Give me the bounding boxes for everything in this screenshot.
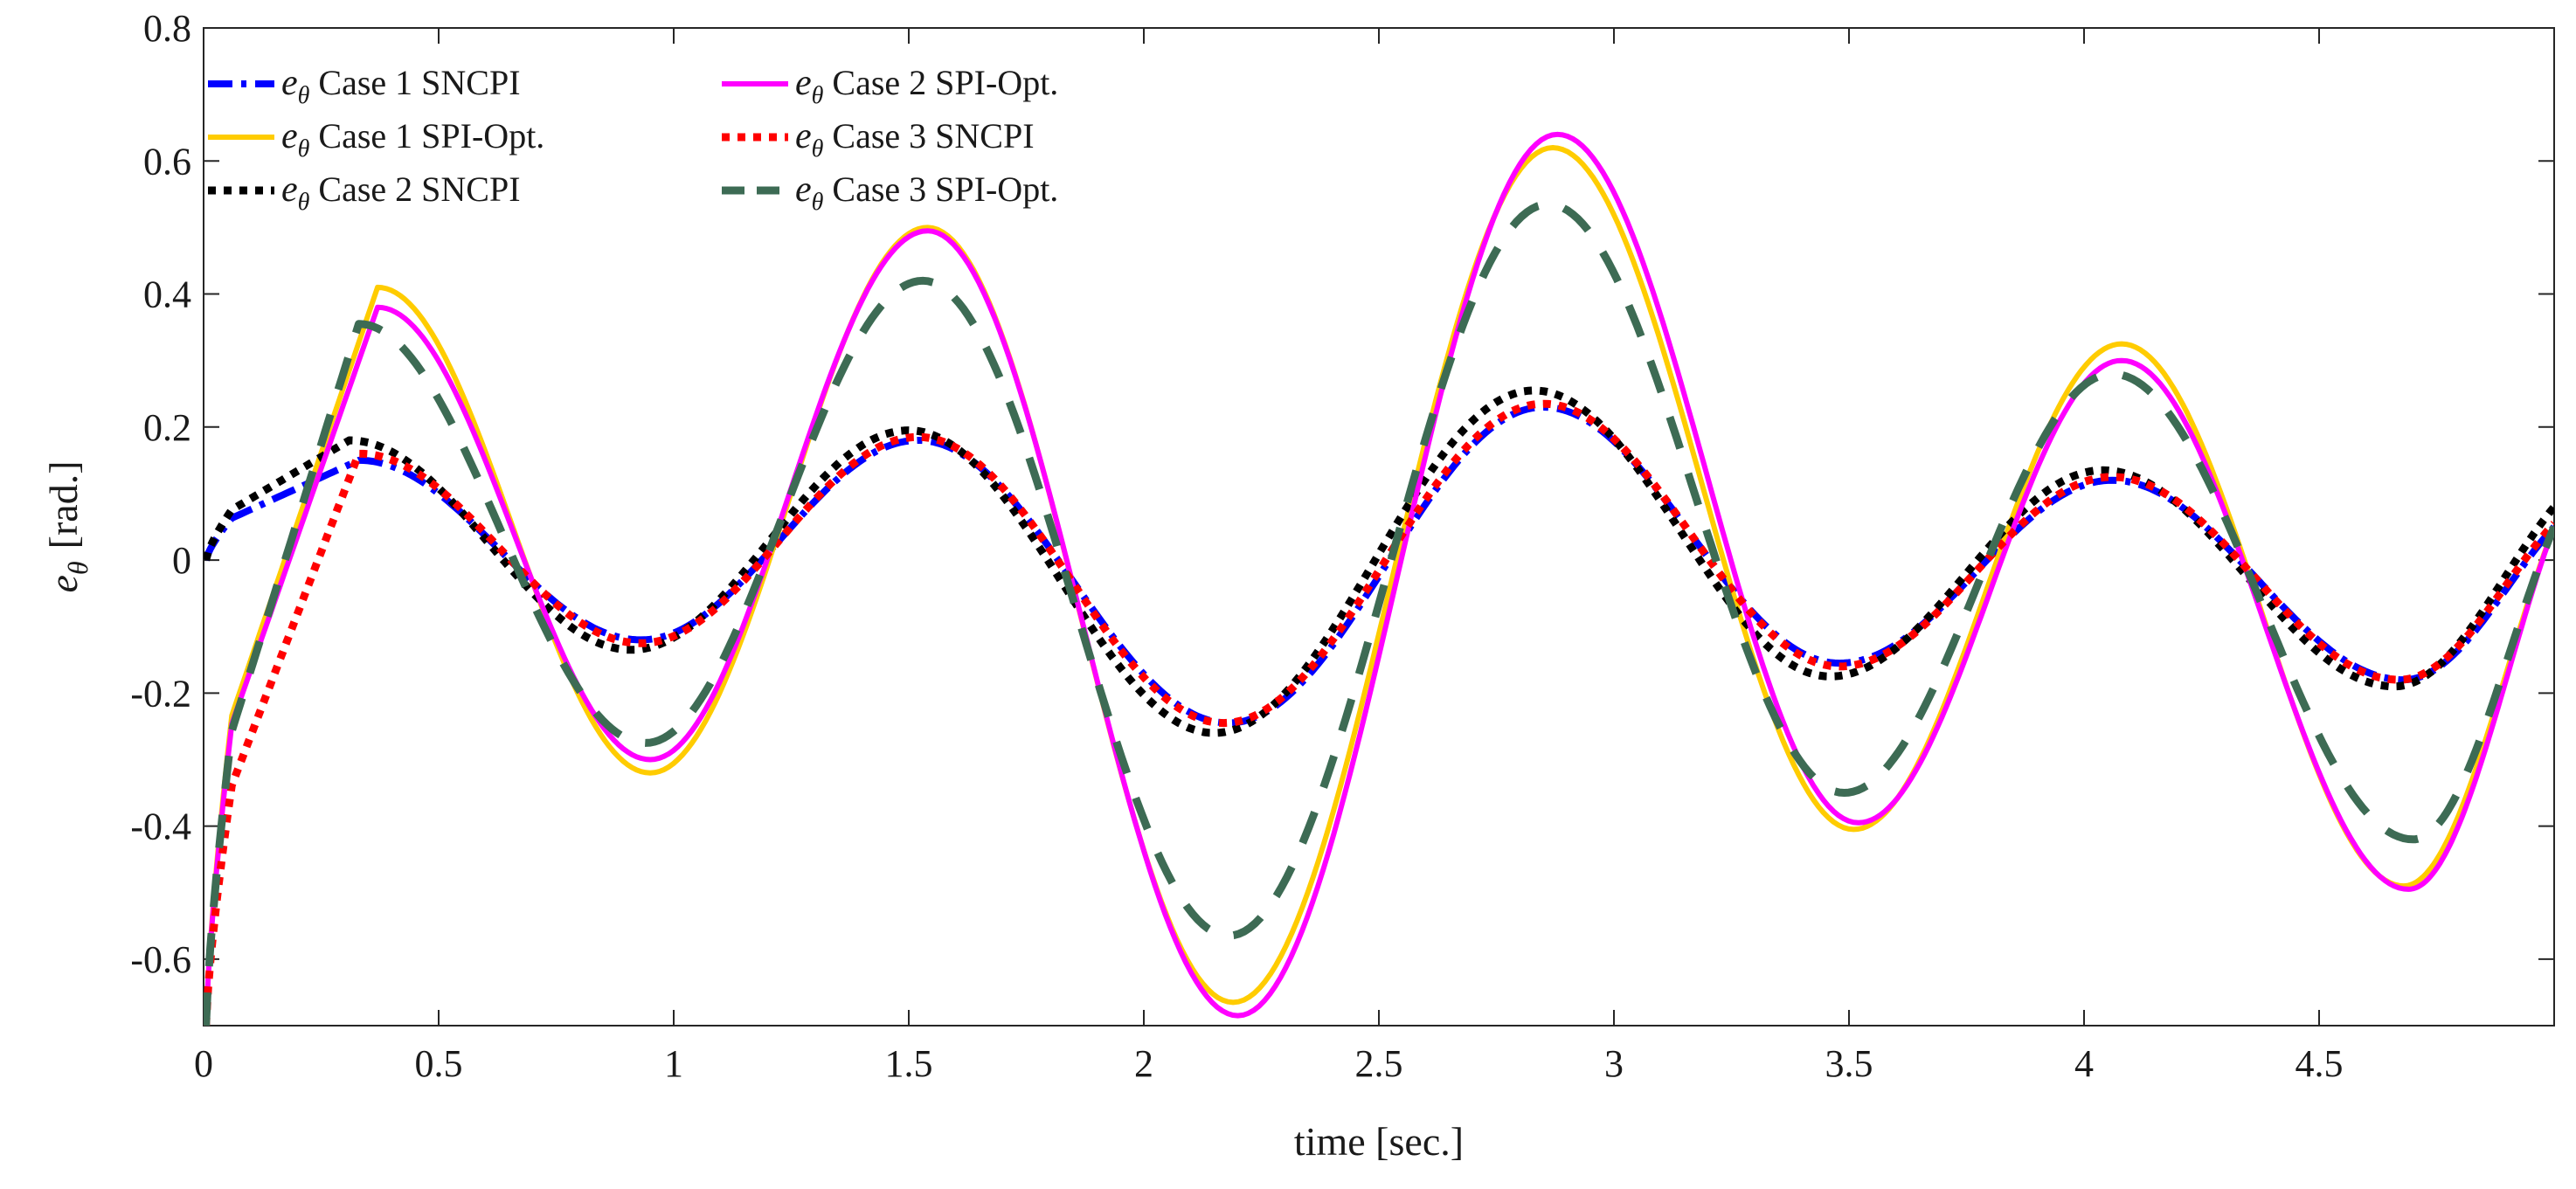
x-axis-title: time [sec.] <box>1294 1119 1464 1164</box>
y-axis-unit: [rad.] <box>41 460 86 549</box>
x-tick-label: 4 <box>2074 1042 2094 1085</box>
y-tick-label: 0.8 <box>143 7 191 50</box>
y-axis-title: eθ [rad.] <box>41 460 93 592</box>
x-tick-label: 0.5 <box>415 1042 463 1085</box>
series-layer <box>204 131 2554 1026</box>
x-tick-label: 4.5 <box>2296 1042 2344 1085</box>
y-tick-label: -0.4 <box>130 805 191 848</box>
y-tick-label: 0.6 <box>143 140 191 183</box>
legend-label: eθ Case 1 SPI-Opt. <box>281 116 544 162</box>
legend-item-case-3-spi-opt: eθ Case 3 SPI-Opt. <box>722 169 1058 216</box>
legend-label: eθ Case 2 SPI-Opt. <box>795 63 1058 109</box>
legend-item-case-3-sncpi: eθ Case 3 SNCPI <box>722 116 1035 162</box>
legend-label: eθ Case 3 SNCPI <box>795 116 1035 162</box>
x-tick-label: 1.5 <box>885 1042 933 1085</box>
series-line-case-3-sncpi <box>204 399 2554 1026</box>
legend-label: eθ Case 2 SNCPI <box>281 169 521 216</box>
series-line-case-2-sncpi <box>204 386 2554 737</box>
y-axis-ticks: -0.6 -0.4 -0.2 0 0.2 0.4 0.6 0.8 <box>130 7 2554 981</box>
y-tick-label: 0.4 <box>143 273 191 316</box>
legend-item-case-1-sncpi: eθ Case 1 SNCPI <box>208 63 521 109</box>
series-line-case-3-spi-opt <box>204 200 2554 1026</box>
legend-item-case-2-sncpi: eθ Case 2 SNCPI <box>208 169 521 216</box>
x-tick-label: 0 <box>194 1042 213 1085</box>
y-axis-symbol: e <box>41 575 86 592</box>
y-tick-label: -0.6 <box>130 938 191 981</box>
x-tick-label: 3 <box>1604 1042 1624 1085</box>
x-tick-label: 2.5 <box>1355 1042 1403 1085</box>
x-tick-label: 2 <box>1134 1042 1153 1085</box>
y-axis-subscript: θ <box>62 561 93 575</box>
x-axis-ticks: 0 0.5 1 1.5 2 2.5 3 3.5 4 4.5 <box>194 28 2344 1085</box>
y-tick-label: -0.2 <box>130 672 191 715</box>
legend-item-case-2-spi-opt: eθ Case 2 SPI-Opt. <box>722 63 1058 109</box>
legend-label: eθ Case 3 SPI-Opt. <box>795 169 1058 216</box>
legend-label: eθ Case 1 SNCPI <box>281 63 521 109</box>
legend: eθ Case 1 SNCPI eθ Case 1 SPI-Opt. eθ Case 2 … <box>208 63 1058 216</box>
legend-item-case-1-spi-opt: eθ Case 1 SPI-Opt. <box>208 116 544 162</box>
x-tick-label: 1 <box>664 1042 683 1085</box>
y-tick-label: 0.2 <box>143 406 191 449</box>
y-tick-label: 0 <box>172 539 191 582</box>
x-tick-label: 3.5 <box>1825 1042 1873 1085</box>
series-line-case-1-sncpi <box>204 404 2554 727</box>
